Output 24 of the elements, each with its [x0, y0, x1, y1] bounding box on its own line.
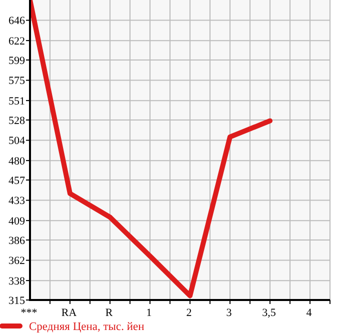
y-tick-label: 362: [8, 255, 25, 268]
y-tick-label: 315: [8, 294, 26, 307]
x-tick-label: 1: [146, 307, 152, 319]
x-tick-label: 4: [306, 307, 312, 319]
y-tick-label: 599: [8, 54, 26, 67]
x-tick-label: R: [105, 307, 114, 319]
y-tick-label: 551: [8, 95, 25, 108]
y-tick-label: 409: [8, 215, 26, 228]
y-tick-label: 338: [8, 275, 26, 288]
legend-label: Средняя Цена, тыс. йен: [29, 321, 144, 334]
x-tick-label: 3: [226, 307, 232, 319]
x-tick-label: 3,5: [262, 307, 276, 319]
x-tick-label: ***: [20, 307, 38, 319]
y-tick-label: 386: [8, 234, 26, 247]
y-tick-label: 504: [8, 135, 26, 148]
y-tick-label: 528: [8, 114, 26, 127]
y-tick-label: 622: [8, 35, 25, 48]
y-tick-label: 575: [8, 75, 26, 88]
x-tick-label: 2: [186, 307, 192, 319]
y-tick-label: 480: [8, 155, 26, 168]
y-tick-label: 457: [8, 174, 26, 187]
y-tick-label: 646: [8, 15, 26, 28]
y-tick-label: 433: [8, 195, 26, 208]
x-tick-label: RA: [61, 307, 77, 319]
